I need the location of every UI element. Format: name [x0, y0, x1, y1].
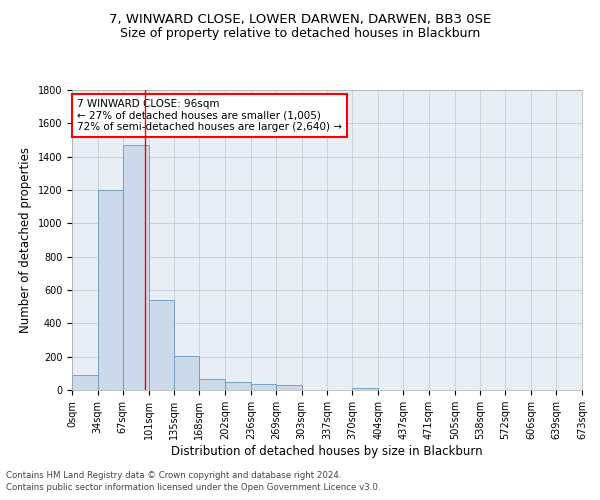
Text: Contains HM Land Registry data © Crown copyright and database right 2024.: Contains HM Land Registry data © Crown c…	[6, 471, 341, 480]
Bar	[123, 145, 149, 390]
Bar	[149, 300, 175, 390]
Text: Contains public sector information licensed under the Open Government Licence v3: Contains public sector information licen…	[6, 484, 380, 492]
Text: 7 WINWARD CLOSE: 96sqm
← 27% of detached houses are smaller (1,005)
72% of semi-: 7 WINWARD CLOSE: 96sqm ← 27% of detached…	[77, 99, 342, 132]
Bar	[225, 382, 251, 390]
Bar	[175, 356, 199, 390]
Bar	[72, 375, 98, 390]
X-axis label: Distribution of detached houses by size in Blackburn: Distribution of detached houses by size …	[171, 445, 483, 458]
Bar	[98, 190, 123, 390]
Bar	[276, 386, 302, 390]
Y-axis label: Number of detached properties: Number of detached properties	[19, 147, 32, 333]
Bar	[199, 379, 225, 390]
Text: Size of property relative to detached houses in Blackburn: Size of property relative to detached ho…	[120, 28, 480, 40]
Bar	[352, 388, 378, 390]
Text: 7, WINWARD CLOSE, LOWER DARWEN, DARWEN, BB3 0SE: 7, WINWARD CLOSE, LOWER DARWEN, DARWEN, …	[109, 12, 491, 26]
Bar	[251, 384, 276, 390]
